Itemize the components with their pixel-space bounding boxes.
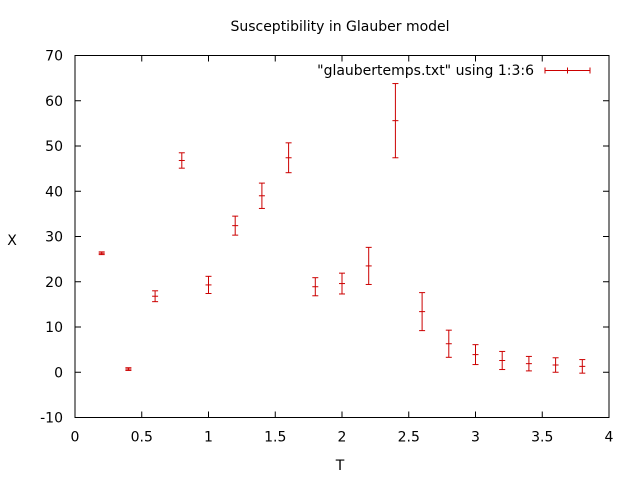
data-point <box>579 359 586 374</box>
data-points <box>98 83 586 374</box>
data-point <box>525 355 532 372</box>
data-point <box>258 182 265 209</box>
data-point <box>552 357 559 373</box>
x-tick-label: 1 <box>204 430 213 446</box>
y-axis-label: X <box>7 233 17 249</box>
x-tick-label: 0 <box>71 430 80 446</box>
data-point <box>205 275 212 295</box>
data-point <box>285 142 292 174</box>
y-tick-label: -10 <box>40 411 63 427</box>
data-point <box>98 251 105 256</box>
data-point <box>419 292 426 332</box>
data-point <box>125 367 132 371</box>
x-tick-label: 2.5 <box>398 430 420 446</box>
y-axis: -10 0 10 20 30 40 50 60 70 <box>40 49 609 427</box>
data-point <box>472 344 479 366</box>
data-point <box>392 83 399 159</box>
x-tick-label: 0.5 <box>131 430 153 446</box>
y-tick-label: 20 <box>45 275 63 291</box>
y-tick-label: 70 <box>45 49 63 65</box>
data-point <box>339 272 345 295</box>
x-axis: 0 0.5 1 1.5 2 2.5 3 3.5 4 <box>71 55 614 446</box>
data-point <box>445 329 452 358</box>
data-point <box>232 215 239 236</box>
legend: "glaubertemps.txt" using 1:3:6 <box>317 63 591 79</box>
x-tick-label: 4 <box>605 430 614 446</box>
data-point <box>365 246 372 285</box>
legend-sample <box>544 67 591 74</box>
x-tick-label: 3 <box>471 430 480 446</box>
y-tick-label: 10 <box>45 320 63 336</box>
y-tick-label: 50 <box>45 139 63 155</box>
y-tick-label: 60 <box>45 94 63 110</box>
x-tick-label: 3.5 <box>531 430 553 446</box>
y-tick-label: 30 <box>45 230 63 246</box>
data-point <box>499 350 506 371</box>
chart-title: Susceptibility in Glauber model <box>230 19 449 35</box>
data-point <box>312 277 319 297</box>
legend-label: "glaubertemps.txt" using 1:3:6 <box>317 63 534 79</box>
data-point <box>178 152 185 169</box>
y-tick-label: 0 <box>54 365 63 381</box>
data-point <box>152 290 159 303</box>
x-tick-label: 1.5 <box>264 430 286 446</box>
y-tick-label: 40 <box>45 184 63 200</box>
x-axis-label: T <box>335 458 345 474</box>
x-tick-label: 2 <box>338 430 347 446</box>
